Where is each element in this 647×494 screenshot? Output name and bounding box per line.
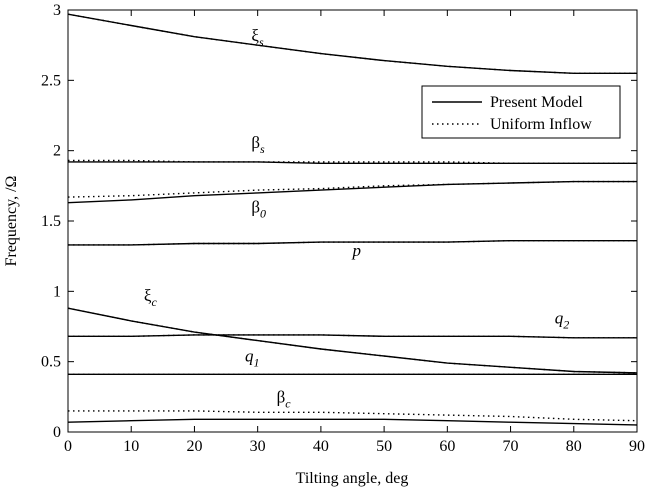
curve-label-ξc: ξc: [144, 286, 158, 309]
x-tick-label: 30: [250, 438, 266, 455]
axis-ticks: 0 10 20 30 40 50 60 70 80 90 0 0.5 1 1.5 2 2.5 3: [41, 2, 645, 455]
legend-box: [421, 85, 621, 139]
series-line-xi_s-dotted: [67, 13, 637, 74]
y-tick-label: 0: [53, 424, 61, 441]
series-layer: [67, 13, 638, 426]
series-line-xi_s-solid: [67, 13, 637, 74]
y-axis-label: Frequency, /Ω: [3, 175, 20, 266]
series-line-beta_s-solid: [68, 161, 637, 164]
x-tick-label: 20: [186, 438, 202, 455]
x-tick-label: 50: [376, 438, 392, 455]
curve-label-βs: βs: [251, 133, 265, 156]
curve-label-ξs: ξs: [251, 26, 264, 49]
series-line-beta_0-solid: [67, 180, 637, 204]
series-line-xi_c-solid: [67, 307, 638, 374]
x-tick-label: 70: [503, 438, 519, 455]
series-line-q_2-solid: [68, 334, 637, 339]
curve-label-β0: β0: [251, 198, 266, 221]
y-tick-label: 1: [53, 283, 61, 300]
x-tick-label: 90: [629, 438, 645, 455]
curve-label-βc: βc: [277, 387, 292, 410]
legend: Present Model Uniform Inflow: [421, 85, 621, 139]
curve-label-p: p: [352, 241, 362, 260]
legend-label-uniform-inflow: Uniform Inflow: [490, 116, 592, 133]
x-axis-label: Tilting angle, deg: [296, 470, 409, 487]
y-tick-label: 0.5: [41, 354, 61, 371]
x-tick-label: 10: [123, 438, 139, 455]
x-tick-label: 60: [439, 438, 455, 455]
y-tick-label: 2: [53, 143, 61, 160]
y-tick-label: 3: [53, 2, 61, 19]
plot-frame: [67, 9, 638, 433]
series-line-xi_c-dotted: [67, 307, 638, 374]
series-line-beta_c-solid: [67, 418, 638, 426]
curve-labels: ξs βs β0 p ξc q2 q1 βc: [144, 26, 569, 411]
x-tick-label: 40: [313, 438, 329, 455]
x-tick-label: 0: [64, 438, 72, 455]
series-line-p-solid: [68, 240, 637, 246]
x-tick-label: 80: [566, 438, 582, 455]
curve-label-q2: q2: [555, 309, 570, 332]
legend-label-present-model: Present Model: [490, 94, 583, 111]
y-tick-label: 2.5: [41, 72, 61, 89]
y-tick-label: 1.5: [41, 213, 61, 230]
curve-label-q1: q1: [245, 347, 260, 370]
